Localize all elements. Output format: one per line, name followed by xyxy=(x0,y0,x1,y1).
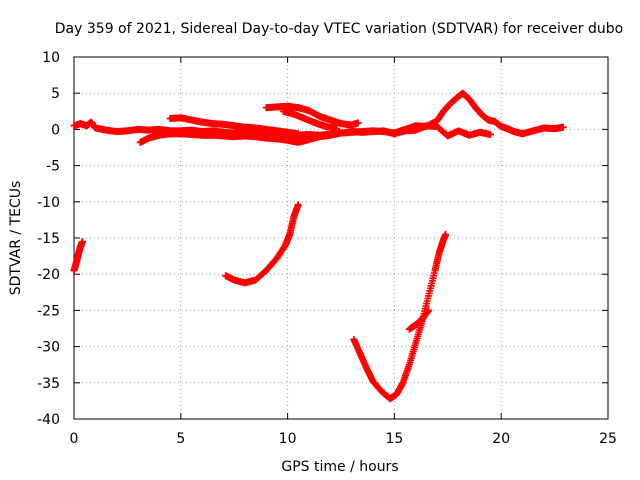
data-point xyxy=(425,306,433,314)
data-series xyxy=(405,306,433,333)
x-tick-label: 25 xyxy=(599,431,617,447)
y-axis-label: SDTVAR / TECUs xyxy=(8,181,24,296)
data-point xyxy=(294,130,302,138)
y-tick-label: 5 xyxy=(51,86,60,102)
data-point xyxy=(354,119,362,127)
data-series xyxy=(350,230,450,403)
data-point xyxy=(79,238,87,246)
x-tick-label: 20 xyxy=(492,431,510,447)
grid-layer xyxy=(74,57,608,419)
y-tick-label: -10 xyxy=(37,195,60,211)
x-tick-label: 15 xyxy=(385,431,403,447)
y-tick-label: 0 xyxy=(51,122,60,138)
data-series xyxy=(70,238,87,275)
y-tick-label: -35 xyxy=(37,376,60,392)
data-series xyxy=(222,201,302,287)
data-point xyxy=(487,130,495,138)
x-tick-label: 10 xyxy=(279,431,297,447)
data-layer xyxy=(70,89,567,403)
x-tick-label: 5 xyxy=(176,431,185,447)
y-tick-label: -15 xyxy=(37,231,60,247)
data-point xyxy=(559,123,567,131)
x-axis-label: GPS time / hours xyxy=(281,459,398,475)
chart-title: Day 359 of 2021, Sidereal Day-to-day VTE… xyxy=(55,21,623,37)
data-point xyxy=(294,201,302,209)
y-tick-label: -20 xyxy=(37,267,60,283)
data-series xyxy=(166,114,302,138)
data-point xyxy=(442,230,450,238)
data-series xyxy=(136,122,495,146)
y-tick-label: -40 xyxy=(37,412,60,428)
y-tick-label: -30 xyxy=(37,340,60,356)
tick-layer: 0 5 10 15 20 25 10 5 0 -5 -10 -15 -20 -25 -30 -35 -40 xyxy=(37,50,617,447)
data-series xyxy=(262,102,362,129)
y-tick-label: -25 xyxy=(37,303,60,319)
y-tick-label: 10 xyxy=(42,50,60,66)
y-tick-label: -5 xyxy=(46,159,60,175)
data-series xyxy=(279,107,341,133)
data-point xyxy=(333,125,341,133)
x-tick-label: 0 xyxy=(70,431,79,447)
